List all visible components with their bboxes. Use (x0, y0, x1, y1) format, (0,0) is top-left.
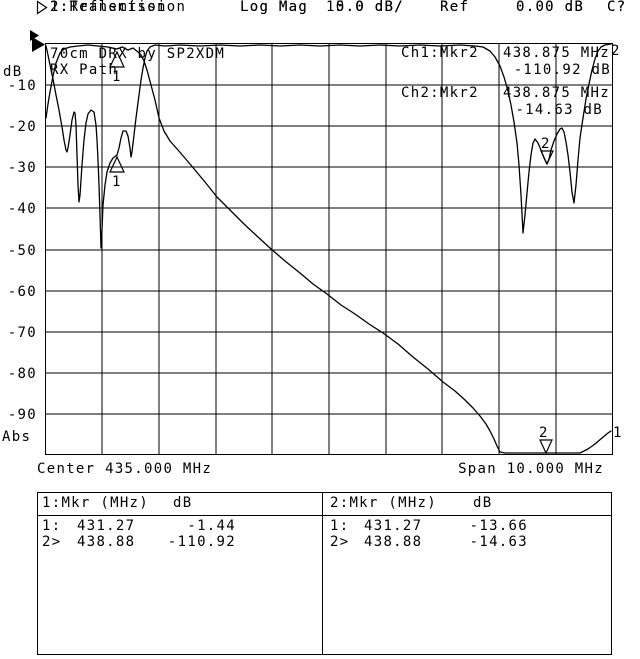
table1-unit: dB (173, 495, 193, 511)
trace2-scale: 5.0 dB/ (336, 0, 405, 15)
mkr-db: -13.66 (469, 518, 528, 534)
table-divider (322, 493, 323, 654)
marker2-triangle-ch1 (539, 439, 553, 455)
mkr-number: 1: (42, 518, 62, 534)
mkr-freq: 438.88 (364, 534, 423, 550)
plot-title-line1: 70cm DRX by SP2XDM (50, 46, 225, 62)
mkr-db: -110.92 (167, 534, 236, 550)
marker1-triangle-ch2 (109, 155, 125, 173)
trace1-format: Log Mag (240, 0, 309, 15)
mkr-freq: 438.88 (77, 534, 136, 550)
table2-unit: dB (473, 495, 493, 511)
mkr-freq: 431.27 (77, 518, 136, 534)
marker2-label-ch1: 2 (539, 425, 549, 441)
trace-reflection-ch2 (45, 43, 612, 249)
trace-transmission-ch1 (45, 44, 612, 454)
trace2-ref-value: 0.00 dB (516, 0, 585, 15)
marker1-triangle-ch1 (109, 50, 125, 68)
mkr-number: 2> (330, 534, 350, 550)
x-axis-span-label: Span 10.000 MHz (458, 461, 604, 477)
trace1-end-label: 1 (613, 425, 623, 441)
trace1-ref-value: 0.00 dB (516, 0, 585, 15)
table1-title: 1:Mkr (MHz) (42, 495, 150, 511)
mkr-db: -14.63 (469, 534, 528, 550)
vertical-gridlines (101, 43, 557, 455)
plot-title-line2: RX Path (50, 62, 118, 78)
y-tick: -10 (8, 78, 37, 94)
ch2-readout-label: Ch2:Mkr2 (401, 85, 479, 101)
marker1-label-ch1: 1 (112, 69, 122, 85)
ref-level-indicator-ch1 (32, 37, 45, 52)
trace2-ref-label: Ref (440, 0, 470, 15)
trace2-name: 2:Reflection (50, 0, 167, 15)
trace2-end-label: 2 (611, 43, 621, 59)
y-tick: -30 (8, 160, 37, 176)
ch2-readout-freq: 438.875 MHz (503, 85, 610, 101)
y-axis-ticks: -10 -20 -30 -40 -50 -60 -70 -80 -90 (8, 78, 37, 423)
y-tick: -20 (8, 119, 37, 135)
mkr-db: -1.44 (187, 518, 236, 534)
header-row-1: 1:Transmission Log Mag 10.0 dB/ Ref 0.00… (0, 0, 640, 15)
ch2-readout-value: -14.63 dB (515, 102, 603, 118)
y-axis-unit: dB (3, 64, 22, 80)
mkr-freq: 431.27 (364, 518, 423, 534)
y-tick: -60 (8, 284, 37, 300)
mkr-number: 1: (330, 518, 350, 534)
ref-level-indicator-ch2 (30, 30, 39, 41)
trace2-cal-status: C? (607, 0, 627, 15)
y-tick: -70 (8, 325, 37, 341)
header-row-2: 2:Reflection Log Mag 5.0 dB/ Ref 0.00 dB… (0, 0, 640, 15)
marker2-label-ch2: 2 (541, 136, 551, 152)
ch1-readout-value: -110.92 dB (514, 62, 611, 78)
x-axis-center-label: Center 435.000 MHz (37, 461, 212, 477)
y-tick: -40 (8, 201, 37, 217)
y-tick: -80 (8, 366, 37, 382)
marker-tables-box: 1:Mkr (MHz) dB 1: 431.27 -1.44 2> 438.88… (37, 492, 612, 655)
ch1-readout-freq: 438.875 MHz (503, 45, 610, 61)
trace1-name: 1:Transmission (50, 0, 187, 15)
trace1-cal-status: C? (607, 0, 627, 15)
marker1-label-ch2: 1 (112, 174, 122, 190)
y-axis-bottom-label: Abs (2, 429, 31, 445)
marker2-triangle-ch2 (540, 150, 554, 166)
trace2-format: Log Mag (240, 0, 309, 15)
horizontal-gridlines (45, 84, 613, 415)
y-tick: -50 (8, 243, 37, 259)
y-tick: -90 (8, 407, 37, 423)
trace1-ref-label: Ref (440, 0, 470, 15)
mkr-number: 2> (42, 534, 62, 550)
table2-title: 2:Mkr (MHz) (330, 495, 438, 511)
table-header-separator (38, 515, 611, 516)
ch1-readout-label: Ch1:Mkr2 (401, 45, 479, 61)
trace1-scale: 10.0 dB/ (326, 0, 404, 15)
inactive-trace-icon (36, 0, 48, 15)
